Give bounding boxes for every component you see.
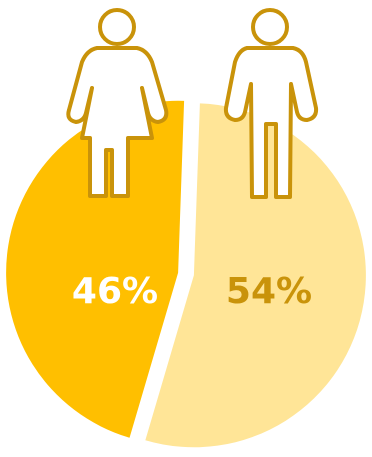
slice-label-male: 54% bbox=[226, 271, 312, 312]
woman-icon bbox=[66, 8, 169, 198]
pie-slice-female bbox=[6, 100, 185, 438]
man-icon bbox=[223, 8, 319, 199]
pie-slice-male bbox=[145, 103, 366, 448]
pie-slices bbox=[6, 100, 366, 448]
slice-label-female: 46% bbox=[72, 271, 158, 312]
